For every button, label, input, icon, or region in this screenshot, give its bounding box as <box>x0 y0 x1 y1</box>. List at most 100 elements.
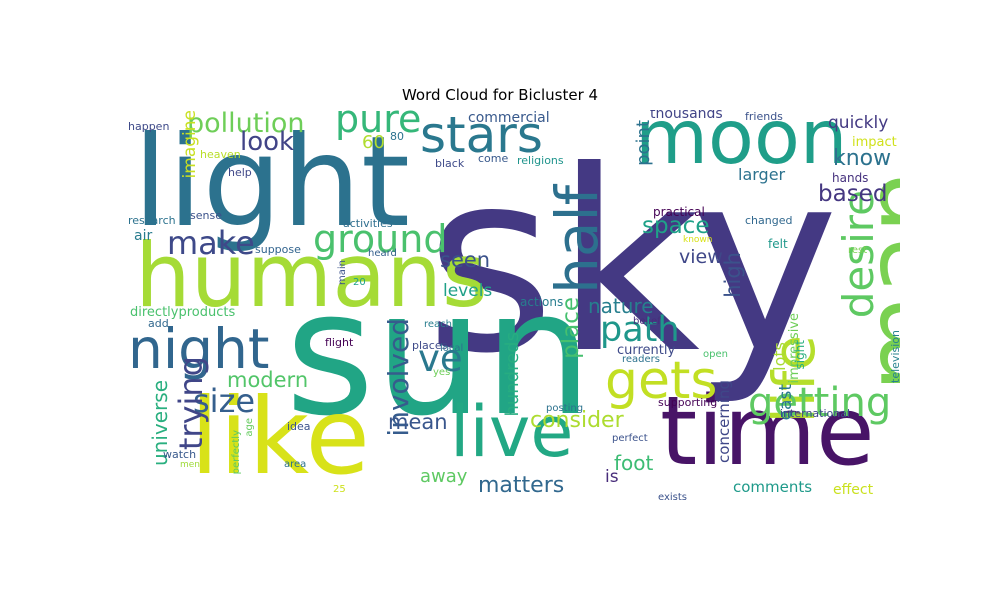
word-ground: ground <box>313 217 448 261</box>
word-night: night <box>128 317 270 381</box>
word-supporting: supporting <box>658 396 718 409</box>
word-point: point <box>633 120 654 166</box>
word-size: size <box>193 382 256 420</box>
word-place: place <box>558 297 584 359</box>
word-reach: reach <box>424 319 453 330</box>
word-friends: friends <box>745 110 783 123</box>
word-places: places <box>412 339 448 352</box>
word-posting: posting <box>546 403 584 414</box>
word-commercial: commercial <box>468 110 550 126</box>
word-path: path <box>600 310 680 350</box>
word-suppose: suppose <box>255 243 301 256</box>
word-watch: watch <box>163 448 197 461</box>
word-men: men <box>180 460 201 470</box>
word-imagine: imagine <box>180 110 200 179</box>
word-readers: readers <box>622 354 660 365</box>
word-levels: levels <box>443 281 493 301</box>
word-getting: getting <box>748 380 892 426</box>
word-lots: lots <box>770 342 789 371</box>
word-consider: consider <box>530 408 624 433</box>
word-modern: modern <box>227 368 309 392</box>
word-high: high <box>721 252 745 298</box>
word-time: time <box>660 377 875 487</box>
word-air: air <box>134 228 153 244</box>
word-60: 60 <box>362 132 385 153</box>
chart-title: Word Cloud for Bicluster 4 <box>401 86 599 104</box>
word-like: like <box>190 376 371 498</box>
word-activities: activities <box>343 217 393 230</box>
word-come: come <box>478 152 509 165</box>
word-changed: changed <box>745 214 793 227</box>
word-nature: nature <box>588 294 654 318</box>
word-practical: practical <box>653 205 705 219</box>
word-open: open <box>703 349 728 360</box>
word-local: local <box>440 343 464 354</box>
word-know: know <box>833 146 892 171</box>
word-pure: pure <box>335 110 422 141</box>
word-view: view <box>679 246 723 268</box>
word-ve: ve <box>418 337 463 380</box>
word-age: age <box>244 418 255 437</box>
word-heard: heard <box>368 248 397 259</box>
word-happen: happen <box>128 120 170 133</box>
word-sight: sight <box>793 340 807 370</box>
word-half: half <box>543 185 611 294</box>
word-known: known <box>683 235 713 245</box>
word-thousands: thousands <box>650 110 723 122</box>
word-quickly: quickly <box>828 113 889 133</box>
word-television: television <box>889 330 900 383</box>
word-matters: matters <box>478 473 565 498</box>
word-make: make <box>167 224 255 262</box>
word-live: live <box>450 391 574 473</box>
word-area: area <box>284 459 307 470</box>
word-actions: actions <box>520 295 564 309</box>
word-black: black <box>435 157 465 170</box>
word-flight: flight <box>325 336 354 349</box>
word-humans: humans <box>135 224 488 327</box>
word-pollution: pollution <box>187 110 305 139</box>
word-perfectly: perfectly <box>231 430 242 475</box>
word-hands: hands <box>832 171 869 185</box>
word-cloud: sky sun light humans like moon time man live star… <box>125 110 900 500</box>
word-space: space <box>642 213 710 239</box>
word-look: look <box>240 127 295 157</box>
word-80: 80 <box>390 130 404 143</box>
word-trying: trying <box>172 356 210 451</box>
word-help: help <box>228 166 252 179</box>
word-heaven: heaven <box>200 148 241 161</box>
word-foot: foot <box>614 451 654 475</box>
word-felt: felt <box>768 237 788 251</box>
word-moon: moon <box>635 110 848 181</box>
word-research: research <box>128 214 176 227</box>
word-impact: impact <box>852 135 897 150</box>
word-effect: effect <box>833 482 874 498</box>
word-seen: seen <box>440 248 491 272</box>
word-perfect: perfect <box>612 433 648 444</box>
word-directlyproducts: directlyproducts <box>130 305 236 320</box>
word-comments: comments <box>733 478 813 496</box>
word-currently: currently <box>617 343 676 358</box>
word-is: is <box>605 467 619 487</box>
word-gets: gets <box>605 351 718 411</box>
word-mean: mean <box>388 410 448 434</box>
word-hundreds: hundreds <box>502 332 523 417</box>
word-idea: idea <box>287 420 311 433</box>
word-away: away <box>420 466 468 487</box>
word-stars: stars <box>420 110 543 164</box>
word-yes: yes <box>433 367 451 378</box>
word-sun: sun <box>285 253 593 454</box>
word-international: international <box>780 407 851 420</box>
word-light: light <box>133 110 411 255</box>
word-larger: larger <box>738 165 786 184</box>
word-concerning: concerning <box>715 380 733 464</box>
word-sense: sense <box>190 209 222 222</box>
word-sky: sky <box>425 117 840 408</box>
word-belief: belief <box>633 316 661 327</box>
word-religions: religions <box>517 154 564 167</box>
word-20: 20 <box>353 277 366 288</box>
word-exists: exists <box>658 492 688 501</box>
word-25: 25 <box>333 484 346 495</box>
word-main: main <box>337 260 348 285</box>
word-based: based <box>818 181 888 207</box>
word-rest: rest <box>848 245 868 256</box>
